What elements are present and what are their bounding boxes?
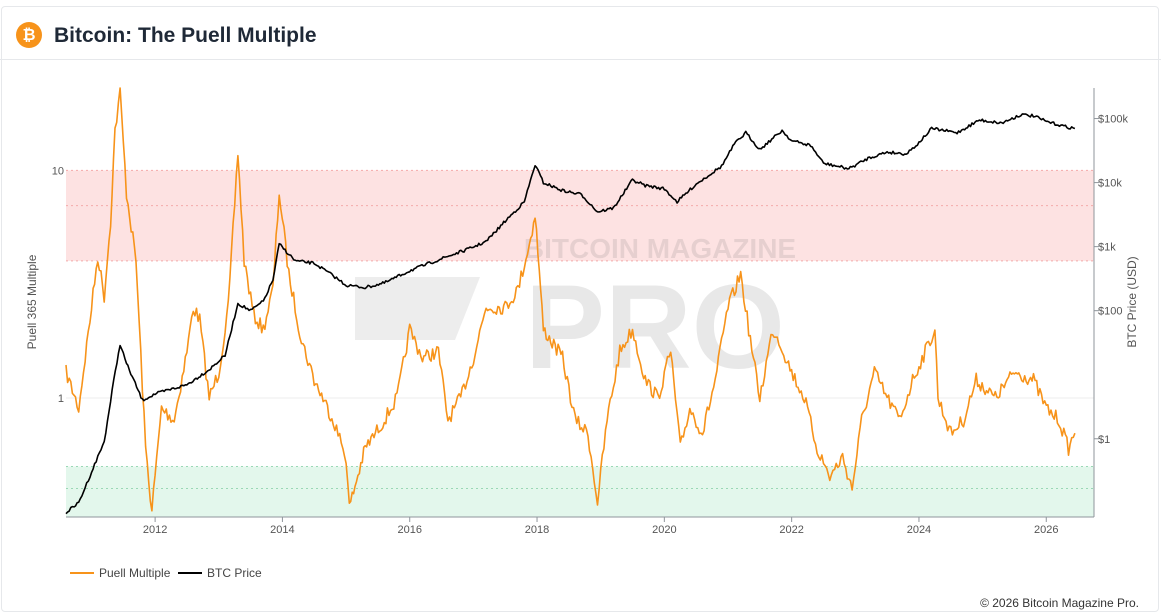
right-axis-ticks: $100k $10k $1k $100 $1 (1094, 114, 1128, 446)
watermark-stripes-icon (355, 277, 480, 340)
right-tick-label: $1 (1098, 434, 1110, 446)
x-tick-label: 2014 (270, 524, 294, 536)
header-bar: ₿ Bitcoin: The Puell Multiple (0, 6, 1161, 60)
right-axis-label: BTC Price (USD) (1125, 256, 1139, 347)
x-tick-label: 2026 (1034, 524, 1058, 536)
x-tick-label: 2018 (525, 524, 549, 536)
right-tick-label: $100k (1098, 114, 1128, 126)
overvalued-band (66, 170, 1094, 261)
copyright-text: © 2026 Bitcoin Magazine Pro. (980, 596, 1139, 610)
legend-item-price[interactable]: BTC Price (178, 566, 262, 580)
x-tick-label: 2012 (143, 524, 167, 536)
left-tick-label: 1 (58, 393, 64, 405)
undervalued-band (66, 466, 1094, 517)
x-tick-label: 2022 (779, 524, 803, 536)
chart-card (1, 6, 1159, 612)
left-axis-label: Puell 365 Multiple (25, 254, 39, 349)
puell-multiple-series (65, 87, 1076, 512)
x-tick-label: 2016 (397, 524, 421, 536)
right-tick-label: $1k (1098, 242, 1116, 254)
bitcoin-logo-icon: ₿ (16, 22, 42, 48)
x-axis-ticks: 2012 2014 2016 2018 2020 2022 2024 2026 (143, 517, 1059, 536)
watermark-main-text: PRO (525, 260, 785, 394)
page-title: Bitcoin: The Puell Multiple (54, 24, 317, 47)
right-tick-label: $10k (1098, 178, 1122, 190)
legend-label-puell: Puell Multiple (99, 566, 171, 580)
x-tick-label: 2020 (652, 524, 676, 536)
btc-price-series (65, 113, 1076, 515)
left-axis-ticks: 10 1 (52, 165, 64, 405)
x-tick-label: 2024 (907, 524, 931, 536)
watermark-top-text: BITCOIN MAGAZINE (524, 233, 796, 264)
legend: Puell Multiple BTC Price (70, 566, 262, 580)
right-tick-label: $100 (1098, 306, 1122, 318)
left-tick-label: 10 (52, 165, 64, 177)
legend-label-price: BTC Price (207, 566, 262, 580)
legend-item-puell[interactable]: Puell Multiple (70, 566, 171, 580)
